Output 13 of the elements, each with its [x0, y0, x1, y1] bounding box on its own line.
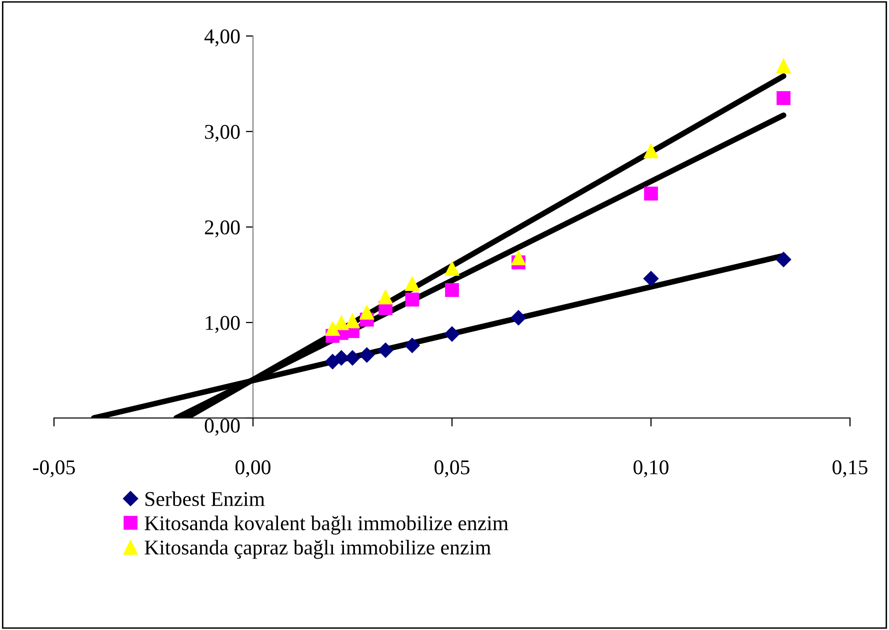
- legend-label: Kitosanda kovalent bağlı immobilize enzim: [144, 516, 508, 535]
- x-tick-label: -0,05: [33, 460, 75, 478]
- y-tick-label: 2,00: [204, 220, 240, 238]
- legend-label: Serbest Enzim: [145, 491, 265, 506]
- y-tick-label: 0,00: [204, 418, 240, 436]
- y-tick-label: 1,00: [206, 316, 240, 333]
- legend-label: Kitosanda çapraz bağlı immobilize enzim: [144, 540, 491, 559]
- x-tick-label: 0,05: [434, 460, 470, 478]
- x-tick-label: 0,10: [634, 460, 668, 478]
- y-tick-label: 4,00: [204, 29, 240, 46]
- x-tick-label: 0,00: [236, 460, 270, 478]
- x-tick-label: 0,15: [832, 460, 868, 478]
- y-tick-label: 3,00: [205, 124, 240, 142]
